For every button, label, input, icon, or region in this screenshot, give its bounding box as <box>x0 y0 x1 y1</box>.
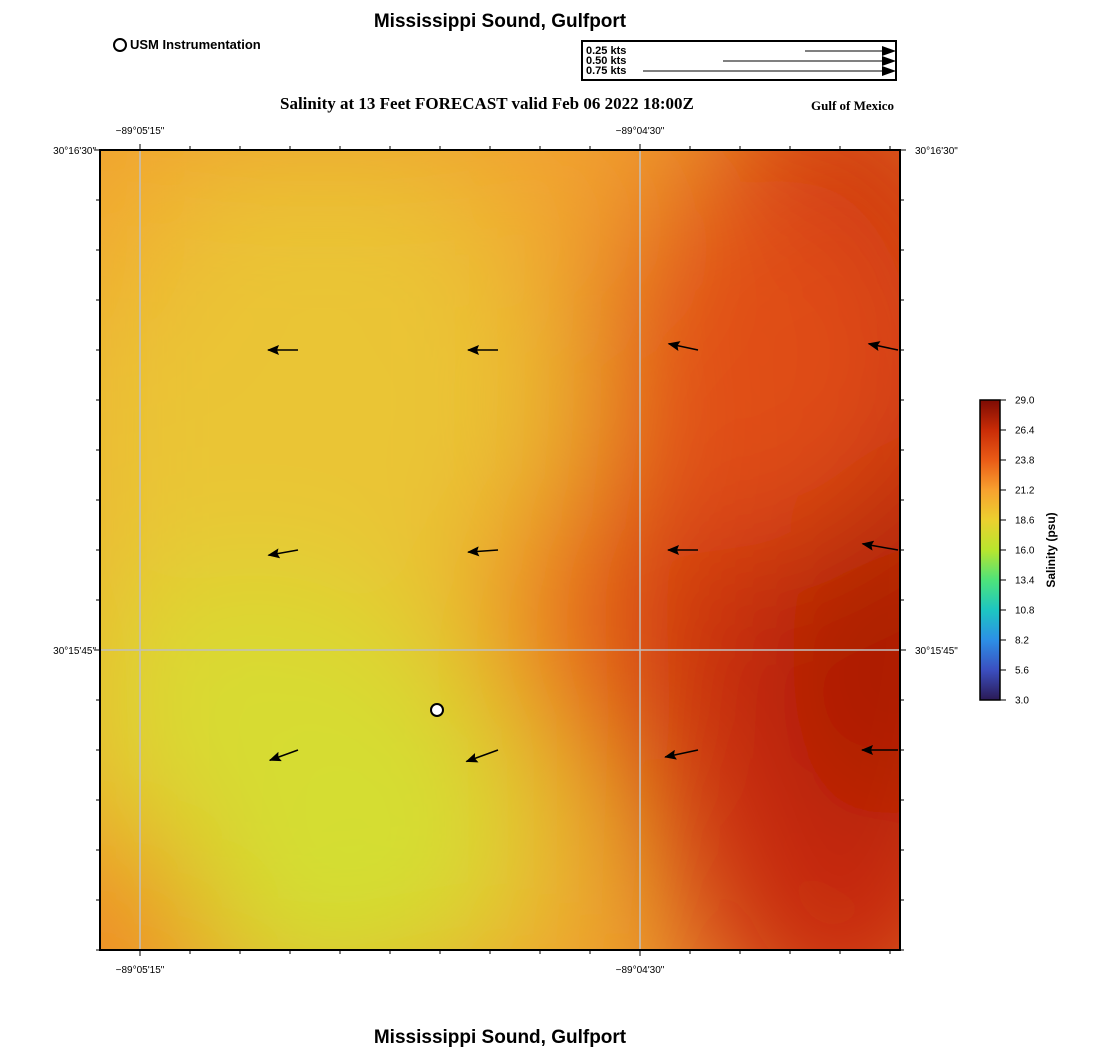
speed-legend-arrows <box>643 46 896 76</box>
colorbar-tick-label: 8.2 <box>1015 636 1029 647</box>
current-vector <box>861 540 899 551</box>
top-lon-label: −89°05'15" <box>116 126 165 137</box>
colorbar-tick-label: 3.0 <box>1015 696 1029 707</box>
current-vector <box>268 749 299 762</box>
salinity-field <box>100 150 900 950</box>
map-ticks <box>94 144 906 956</box>
bottom-lon-label: −89°04'30" <box>616 965 665 976</box>
right-lat-label: 30°15'45" <box>915 646 958 657</box>
map-gridlines <box>100 150 900 950</box>
right-lat-label: 30°16'30" <box>915 146 958 157</box>
colorbar-tick-label: 29.0 <box>1015 396 1035 407</box>
speed-label-050: 0.50 kts <box>586 55 627 67</box>
bottom-lon-label: −89°05'15" <box>116 965 165 976</box>
current-vector <box>465 749 499 763</box>
instrument-legend: USM Instrumentation <box>113 37 261 52</box>
current-vector <box>667 341 699 351</box>
current-vector <box>867 341 899 351</box>
map-subtitle: Salinity at 13 Feet FORECAST valid Feb 0… <box>280 94 694 113</box>
top-lon-label: −89°04'30" <box>616 126 665 137</box>
current-vector <box>267 548 299 559</box>
colorbar-ramp <box>979 399 1001 701</box>
station-marker[interactable] <box>430 703 444 717</box>
colorbar-tick-label: 13.4 <box>1015 576 1035 587</box>
colorbar-tick-label: 5.6 <box>1015 666 1029 677</box>
left-lat-label: 30°15'45" <box>53 646 96 657</box>
speed-label-075: 0.75 kts <box>586 65 627 77</box>
colorbar-ticks: 29.0 26.4 23.8 21.2 18.6 16.0 13.4 10.8 8.2 5.6 3.… <box>1000 396 1035 707</box>
region-label: Gulf of Mexico <box>811 98 895 113</box>
instrument-legend-label: USM Instrumentation <box>130 37 261 52</box>
colorbar-tick-label: 26.4 <box>1015 426 1035 437</box>
colorbar-title: Salinity (psu) <box>1044 512 1058 587</box>
left-lat-label: 30°16'30" <box>53 146 96 157</box>
current-vectors <box>267 341 899 763</box>
colorbar: 29.0 26.4 23.8 21.2 18.6 16.0 13.4 10.8 8.2 5.6 3.… <box>979 396 1058 707</box>
speed-label-025: 0.25 kts <box>586 45 627 57</box>
current-vector <box>467 546 499 557</box>
current-speed-legend: 0.25 kts 0.50 kts 0.75 kts <box>581 40 897 81</box>
station-marker-icon <box>113 37 127 52</box>
colorbar-tick-label: 16.0 <box>1015 546 1035 557</box>
current-vector <box>664 749 699 760</box>
colorbar-tick-label: 21.2 <box>1015 486 1035 497</box>
colorbar-tick-label: 23.8 <box>1015 456 1035 467</box>
page-title: Mississippi Sound, Gulfport <box>373 11 627 32</box>
colorbar-tick-label: 18.6 <box>1015 516 1035 527</box>
colorbar-tick-label: 10.8 <box>1015 606 1035 617</box>
footer-title: Mississippi Sound, Gulfport <box>373 1027 627 1048</box>
